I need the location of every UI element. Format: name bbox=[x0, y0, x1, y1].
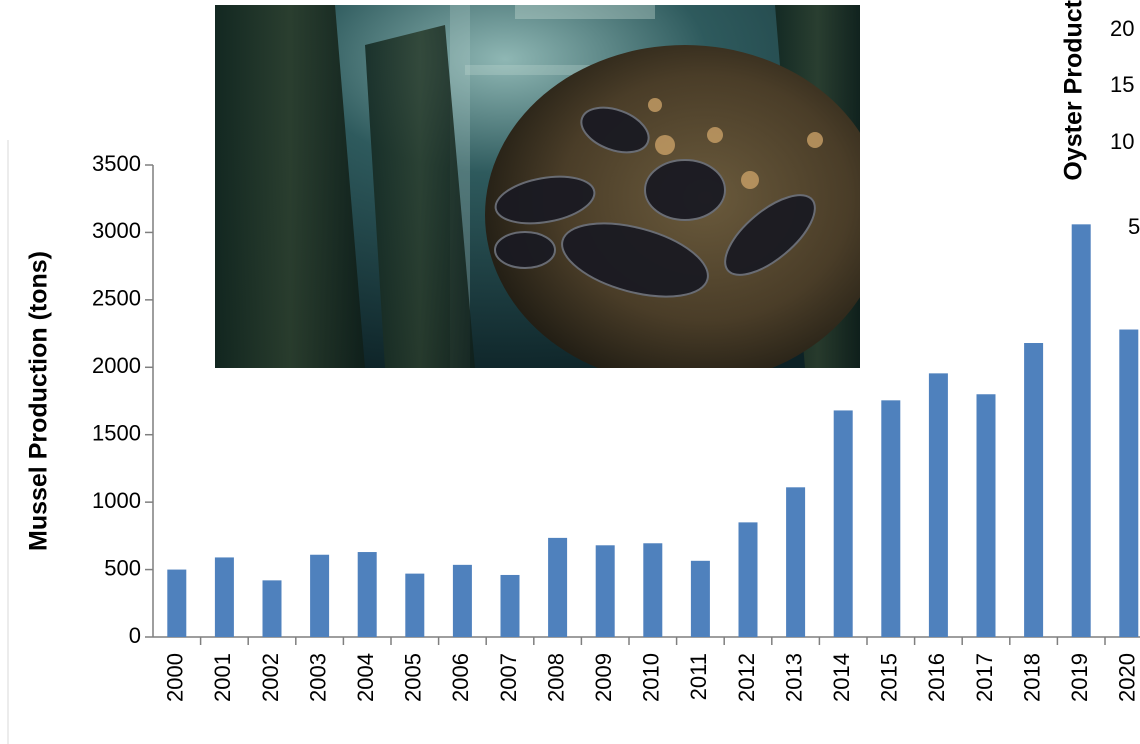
bar-2001 bbox=[214, 557, 234, 637]
mussel-photo bbox=[215, 5, 860, 368]
secondary-tick-label: 20 bbox=[1110, 16, 1134, 41]
x-ticks: 2000 2001 2002 2003 2004 2005 2006 2007 2008 2009… bbox=[163, 637, 1140, 702]
bar-2013 bbox=[786, 487, 806, 637]
x-tick-label: 2013 bbox=[781, 653, 806, 702]
x-tick-label: 2002 bbox=[258, 653, 283, 702]
x-tick-label: 2019 bbox=[1067, 653, 1092, 702]
y-tick-label: 1500 bbox=[92, 421, 141, 446]
secondary-tick-label: 10 bbox=[1110, 129, 1134, 154]
underwater-mussel-image bbox=[215, 5, 860, 368]
y-tick-label: 500 bbox=[104, 555, 141, 580]
y-tick-label: 1000 bbox=[92, 488, 141, 513]
x-tick-label: 2016 bbox=[924, 653, 949, 702]
bar-2008 bbox=[548, 537, 568, 637]
x-tick-label: 2001 bbox=[210, 653, 235, 702]
x-tick-label: 2010 bbox=[639, 653, 664, 702]
x-tick-label: 2014 bbox=[829, 653, 854, 702]
x-tick-label: 2018 bbox=[1019, 653, 1044, 702]
x-tick-label: 2004 bbox=[353, 653, 378, 702]
bar-2000 bbox=[167, 569, 187, 637]
x-tick-label: 2009 bbox=[591, 653, 616, 702]
secondary-axis-label: Oyster Product bbox=[1060, 0, 1088, 181]
x-tick-label: 2003 bbox=[305, 653, 330, 702]
x-tick-label: 2017 bbox=[972, 653, 997, 702]
bar-2005 bbox=[405, 573, 425, 637]
y-axis-label: Mussel Production (tons) bbox=[25, 251, 53, 551]
bar-2003 bbox=[310, 554, 330, 637]
x-tick-label: 2008 bbox=[543, 653, 568, 702]
x-tick-label: 2007 bbox=[496, 653, 521, 702]
x-tick-label: 2011 bbox=[686, 653, 711, 700]
bar-2007 bbox=[500, 574, 520, 637]
x-tick-label: 2015 bbox=[877, 653, 902, 702]
secondary-ticks: 20 15 10 5 bbox=[1110, 16, 1140, 239]
bar-2002 bbox=[262, 580, 282, 637]
x-tick-label: 2006 bbox=[448, 653, 473, 702]
bar-2020 bbox=[1119, 329, 1139, 637]
bar-2011 bbox=[690, 560, 710, 637]
y-tick-label: 3500 bbox=[92, 151, 141, 176]
bar-2010 bbox=[643, 543, 663, 637]
bar-2015 bbox=[881, 400, 901, 637]
bar-2017 bbox=[976, 394, 996, 637]
y-tick-label: 0 bbox=[129, 623, 141, 648]
bar-2019 bbox=[1071, 224, 1091, 637]
x-tick-label: 2005 bbox=[401, 653, 426, 702]
bar-2018 bbox=[1024, 343, 1044, 637]
bar-2004 bbox=[357, 552, 377, 637]
y-ticks: 0 500 1000 1500 2000 2500 3000 3500 bbox=[92, 151, 153, 648]
bar-2016 bbox=[928, 373, 948, 637]
secondary-tick-label: 15 bbox=[1110, 72, 1134, 97]
bar-2006 bbox=[452, 564, 472, 637]
bar-2012 bbox=[738, 522, 758, 637]
secondary-axis-partial: Oyster Product 20 15 10 5 bbox=[1060, 0, 1140, 239]
x-tick-label: 2020 bbox=[1115, 653, 1140, 702]
x-tick-label: 2000 bbox=[163, 653, 188, 702]
y-tick-label: 3000 bbox=[92, 218, 141, 243]
secondary-tick-label: 5 bbox=[1128, 214, 1140, 239]
bar-2014 bbox=[833, 410, 853, 637]
y-tick-label: 2000 bbox=[92, 353, 141, 378]
x-tick-label: 2012 bbox=[734, 653, 759, 702]
y-tick-label: 2500 bbox=[92, 286, 141, 311]
bars bbox=[167, 224, 1139, 637]
bar-2009 bbox=[595, 545, 615, 637]
